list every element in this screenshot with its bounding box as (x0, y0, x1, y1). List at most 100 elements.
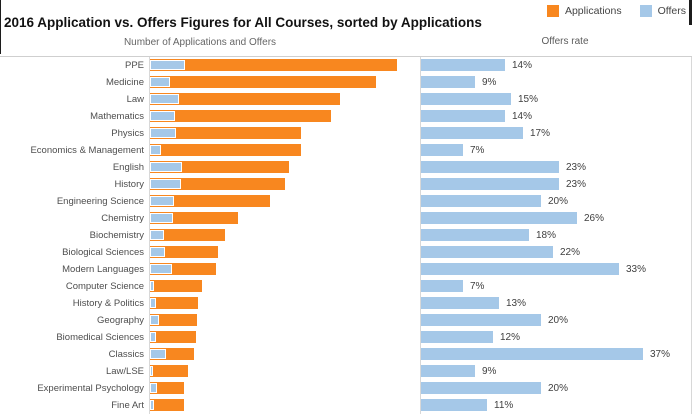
applications-bar[interactable] (150, 297, 199, 309)
offers-rate-bar[interactable] (421, 161, 559, 173)
offers-bar[interactable] (150, 196, 174, 206)
offers-rate-panel: 23% (420, 176, 692, 193)
applications-panel (149, 210, 410, 227)
applications-panel (149, 142, 410, 159)
applications-swatch-icon (546, 5, 559, 17)
legend-label: Offers (657, 5, 686, 17)
panel-gap (410, 227, 420, 244)
offers-rate-label: 14% (512, 111, 533, 122)
offers-rate-panel: 14% (420, 108, 692, 125)
offers-rate-label: 9% (482, 366, 497, 377)
applications-bar[interactable] (150, 246, 218, 258)
offers-bar[interactable] (150, 281, 154, 291)
category-label: History (114, 179, 144, 190)
applications-bar[interactable] (150, 280, 202, 292)
applications-panel (149, 261, 410, 278)
chart-title: 2016 Application vs. Offers Figures for … (4, 15, 482, 30)
applications-bar[interactable] (150, 399, 184, 411)
panel-gap (410, 363, 420, 380)
offers-rate-bar[interactable] (421, 297, 499, 309)
offers-rate-label: 20% (548, 383, 569, 394)
offers-bar[interactable] (150, 111, 176, 121)
offers-rate-panel: 23% (420, 159, 692, 176)
legend-item-offers[interactable]: Offers (639, 5, 686, 17)
offers-rate-bar[interactable] (421, 314, 541, 326)
offers-bar[interactable] (150, 94, 179, 104)
applications-bar[interactable] (150, 110, 331, 122)
legend-item-applications[interactable]: Applications (546, 5, 622, 17)
panel-gap (410, 397, 420, 414)
category-label: Computer Science (65, 281, 144, 292)
offers-rate-bar[interactable] (421, 399, 487, 411)
chart-row: Economics & Management 7% (0, 142, 692, 159)
panel-gap (410, 91, 420, 108)
offers-rate-bar[interactable] (421, 144, 463, 156)
offers-rate-panel: 7% (420, 142, 692, 159)
offers-rate-bar[interactable] (421, 229, 529, 241)
offers-rate-bar[interactable] (421, 110, 505, 122)
offers-bar[interactable] (150, 400, 154, 410)
offers-rate-bar[interactable] (421, 331, 493, 343)
panel-gap (410, 57, 420, 74)
applications-bar[interactable] (150, 178, 286, 190)
offers-bar[interactable] (150, 230, 164, 240)
offers-rate-bar[interactable] (421, 93, 511, 105)
offers-bar[interactable] (150, 77, 171, 87)
offers-bar[interactable] (150, 315, 160, 325)
offers-rate-bar[interactable] (421, 348, 643, 360)
offers-bar[interactable] (150, 332, 156, 342)
applications-bar[interactable] (150, 382, 184, 394)
chart-row: Modern Languages 33% (0, 261, 692, 278)
applications-bar[interactable] (150, 76, 377, 88)
applications-bar[interactable] (150, 195, 270, 207)
applications-bar[interactable] (150, 144, 301, 156)
offers-bar[interactable] (150, 349, 167, 359)
applications-panel (149, 346, 410, 363)
applications-bar[interactable] (150, 127, 301, 139)
offers-bar[interactable] (150, 213, 173, 223)
offers-rate-bar[interactable] (421, 195, 541, 207)
applications-bar[interactable] (150, 59, 397, 71)
offers-swatch-icon (639, 5, 652, 17)
panel-gap (410, 125, 420, 142)
panel-gap (410, 74, 420, 91)
offers-rate-bar[interactable] (421, 127, 523, 139)
offers-bar[interactable] (150, 162, 182, 172)
offers-rate-bar[interactable] (421, 178, 559, 190)
offers-rate-bar[interactable] (421, 246, 553, 258)
applications-bar[interactable] (150, 331, 196, 343)
category-label: PPE (124, 60, 144, 71)
panel-gap (410, 210, 420, 227)
offers-rate-bar[interactable] (421, 382, 541, 394)
offers-bar[interactable] (150, 383, 157, 393)
offers-bar[interactable] (150, 179, 182, 189)
legend: Applications Offers (546, 5, 686, 17)
offers-rate-panel: 20% (420, 312, 692, 329)
offers-rate-bar[interactable] (421, 59, 505, 71)
applications-panel (149, 380, 410, 397)
chart-row: Chemistry 26% (0, 210, 692, 227)
screen-edge-artifact (0, 0, 1, 54)
offers-bar[interactable] (150, 128, 176, 138)
offers-rate-bar[interactable] (421, 212, 577, 224)
applications-bar[interactable] (150, 93, 340, 105)
offers-rate-panel: 9% (420, 74, 692, 91)
offers-rate-label: 20% (548, 315, 569, 326)
offers-bar[interactable] (150, 247, 165, 257)
offers-rate-bar[interactable] (421, 76, 475, 88)
offers-bar[interactable] (150, 264, 172, 274)
offers-bar[interactable] (150, 60, 185, 70)
offers-bar[interactable] (150, 366, 154, 376)
offers-rate-bar[interactable] (421, 365, 475, 377)
chart-row: Mathematics 14% (0, 108, 692, 125)
category-label: English (112, 162, 144, 173)
offers-rate-bar[interactable] (421, 280, 463, 292)
offers-rate-bar[interactable] (421, 263, 619, 275)
applications-bar[interactable] (150, 365, 188, 377)
offers-bar[interactable] (150, 298, 157, 308)
offers-bar[interactable] (150, 145, 161, 155)
applications-bar[interactable] (150, 314, 197, 326)
applications-panel (149, 108, 410, 125)
applications-bar[interactable] (150, 229, 226, 241)
applications-bar[interactable] (150, 161, 290, 173)
